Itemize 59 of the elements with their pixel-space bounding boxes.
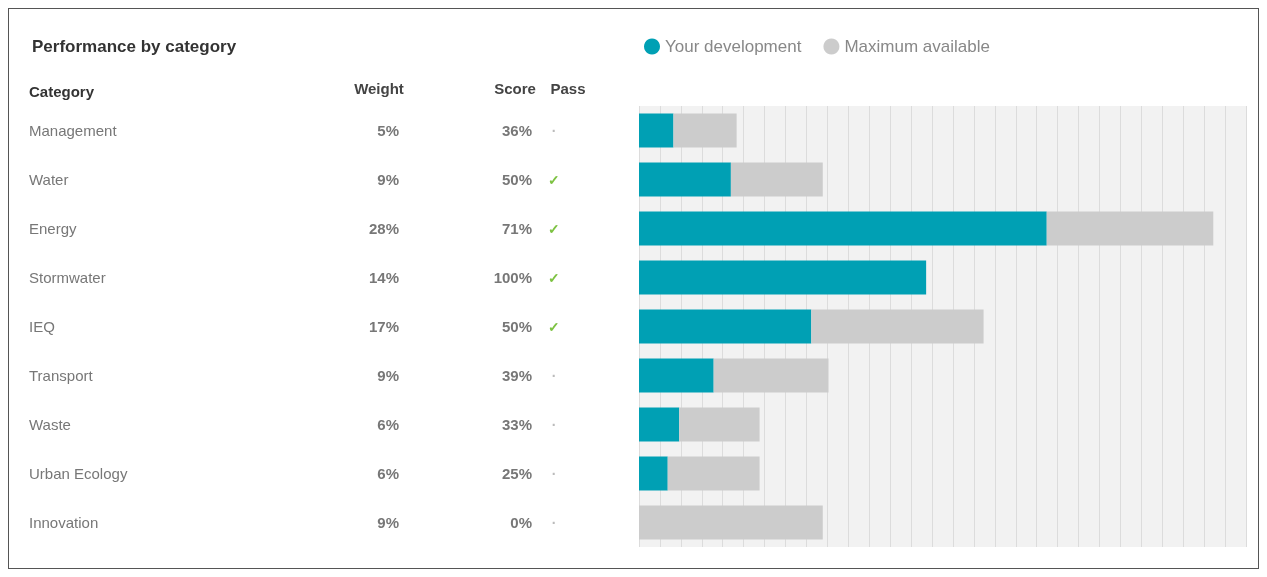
bar [667,456,760,491]
text: 0% [510,514,532,531]
bar [713,358,829,393]
bar [639,260,927,295]
text: · [551,122,557,139]
text: 9% [377,514,399,531]
text: 33% [501,416,532,433]
text: 25% [501,465,532,482]
text: 50% [501,171,532,188]
text: 6% [377,416,399,433]
text: 17% [368,318,399,335]
text: ✓ [548,171,560,188]
y-axis-title: Category [29,82,95,100]
bar [1046,211,1214,246]
bar [639,113,674,148]
text: ✓ [548,269,560,286]
text: Performance by category [32,37,237,56]
legend-label: Maximum available [844,37,990,56]
y-tick-label: Water [29,171,69,188]
bar [639,407,680,442]
legend-label: Your development [665,37,802,56]
text: 9% [377,171,399,188]
text: Weight [354,79,404,97]
y-tick-label: Management [29,122,118,139]
bar [730,162,823,197]
text: 36% [501,122,532,139]
bar [811,309,984,344]
text: ✓ [548,220,560,237]
text: 5% [377,122,399,139]
text: · [551,367,557,384]
bar [639,162,731,197]
bar [673,113,737,148]
bar [679,407,760,442]
text: · [551,416,557,433]
text: 50% [501,318,532,335]
y-tick-label: IEQ [29,318,55,335]
y-tick-label: Urban Ecology [29,465,128,482]
bar [639,211,1047,246]
text: Pass [550,79,586,97]
text: 100% [493,269,532,286]
y-tick-label: Transport [29,367,94,384]
text: 6% [377,465,399,482]
text: Score [494,79,536,97]
y-tick-label: Waste [29,416,71,433]
bar [639,358,714,393]
text: 39% [501,367,532,384]
y-tick-label: Stormwater [29,269,106,286]
y-tick-label: Innovation [29,514,99,531]
text: 71% [501,220,532,237]
bar [639,505,823,540]
bar [639,309,812,344]
text: 28% [368,220,399,237]
y-tick-label: Energy [29,220,78,237]
text: ✓ [548,318,560,335]
text: 14% [368,269,399,286]
text: · [551,514,557,531]
bar [639,456,668,491]
text: · [551,465,557,482]
text: 9% [377,367,399,384]
